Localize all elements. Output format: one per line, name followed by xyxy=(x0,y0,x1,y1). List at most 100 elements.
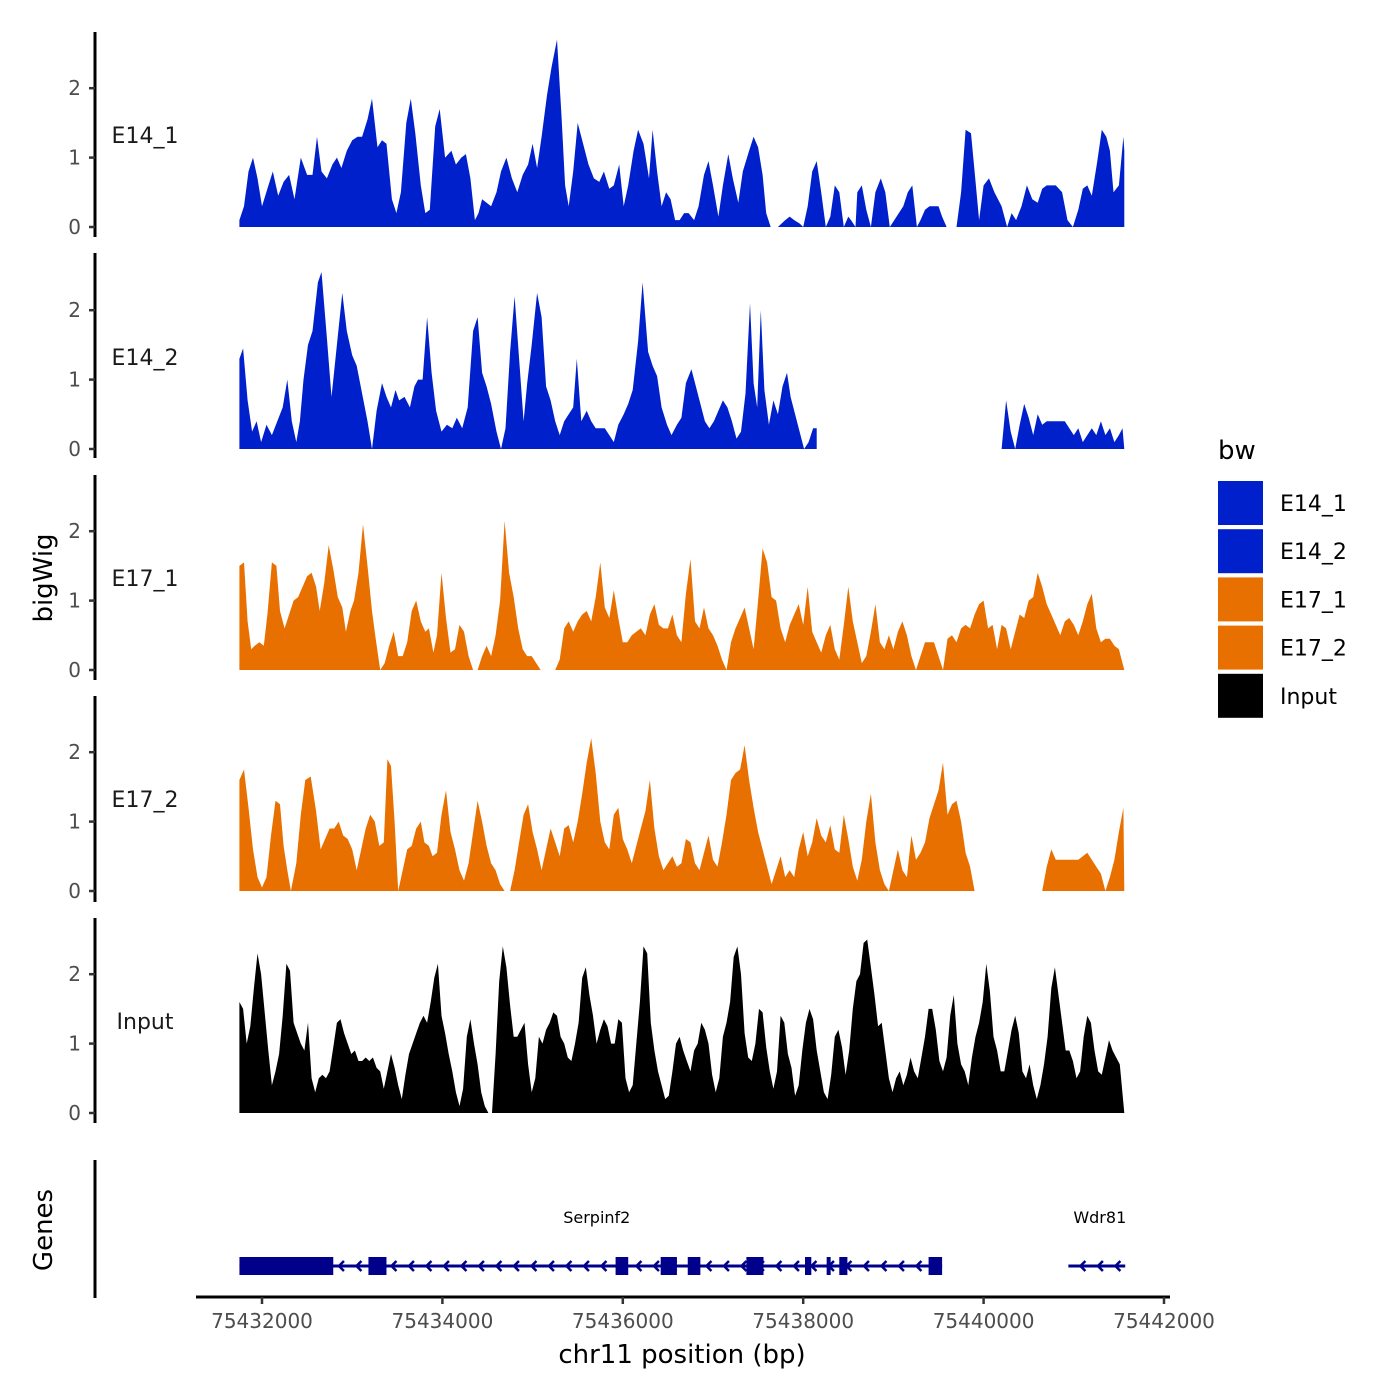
track-label: E17_2 xyxy=(112,788,179,813)
coverage-area-e14-2b xyxy=(1001,400,1125,449)
strand-arrow xyxy=(1078,1260,1087,1272)
strand-arrow xyxy=(879,1260,888,1272)
y-tick-label: 2 xyxy=(68,740,81,764)
coverage-area-e17-1b xyxy=(555,548,1125,670)
coverage-area-input xyxy=(239,953,489,1113)
y-tick-label: 0 xyxy=(68,658,81,682)
strand-arrow xyxy=(704,1260,713,1272)
legend-item-e17-2: E17_2 xyxy=(1218,625,1347,670)
legend: bw E14_1 E14_2 E17_1 E17_2 Input xyxy=(1218,436,1347,718)
track-label: E17_1 xyxy=(112,567,179,592)
y-tick-label: 0 xyxy=(68,215,81,239)
coverage-area-e17-2b xyxy=(510,738,975,891)
strand-arrow xyxy=(354,1260,363,1272)
legend-item-e14-2: E14_2 xyxy=(1218,529,1347,574)
coverage-area-inputb xyxy=(492,939,1125,1113)
track-label: Input xyxy=(117,1010,174,1035)
x-axis-title: chr11 position (bp) xyxy=(558,1340,805,1370)
strand-arrow xyxy=(722,1260,730,1272)
gene-serpinf2: Serpinf2 xyxy=(239,1208,943,1275)
y-axis-title: bigWig xyxy=(29,533,59,622)
x-tick-label: 75440000 xyxy=(933,1309,1035,1333)
legend-label: E17_2 xyxy=(1280,637,1347,662)
legend-label: E14_2 xyxy=(1280,540,1347,565)
track-label: E14_1 xyxy=(112,124,179,149)
track-label: E14_2 xyxy=(112,346,179,371)
gene-label: Serpinf2 xyxy=(563,1208,630,1227)
exon xyxy=(368,1257,387,1275)
y-tick-label: 2 xyxy=(68,298,81,322)
strand-arrow xyxy=(529,1260,538,1272)
strand-arrow xyxy=(774,1260,783,1272)
coverage-area-e14-1 xyxy=(239,39,1125,227)
strand-arrow xyxy=(337,1260,345,1272)
y-tick-label: 0 xyxy=(68,437,81,461)
strand-arrow xyxy=(634,1260,643,1272)
strand-arrow xyxy=(897,1260,905,1272)
track-panel-e14-1: 0 1 2 E14_1 xyxy=(68,32,1125,239)
legend-item-e14-1: E14_1 xyxy=(1218,481,1347,525)
legend-swatch xyxy=(1218,481,1263,525)
exon xyxy=(615,1257,629,1275)
strand-arrow xyxy=(389,1260,398,1272)
legend-title: bw xyxy=(1218,436,1256,466)
strand-arrow xyxy=(1096,1260,1104,1272)
x-tick-label: 75434000 xyxy=(392,1309,494,1333)
legend-item-input: Input xyxy=(1218,673,1337,718)
x-tick-label: 75432000 xyxy=(211,1309,313,1333)
genes-axis-title: Genes xyxy=(29,1189,59,1271)
strand-arrow xyxy=(599,1260,608,1272)
y-tick-label: 1 xyxy=(68,1032,81,1056)
track-panel-e14-2: 0 1 2 E14_2 xyxy=(68,253,1125,461)
strand-arrow xyxy=(652,1260,660,1272)
track-panel-e17-2: 0 1 2 E17_2 xyxy=(68,696,1125,903)
track-panel-input: 0 1 2 Input xyxy=(68,918,1125,1125)
y-tick-label: 1 xyxy=(68,146,81,170)
legend-label: E17_1 xyxy=(1280,588,1347,613)
strand-arrow xyxy=(739,1260,748,1272)
x-tick-label: 75436000 xyxy=(572,1309,674,1333)
legend-swatch xyxy=(1218,577,1263,622)
y-tick-label: 2 xyxy=(68,76,81,100)
strand-arrow xyxy=(792,1260,800,1272)
strand-arrow xyxy=(582,1260,590,1272)
strand-arrow xyxy=(442,1260,450,1272)
x-tick-label: 75438000 xyxy=(752,1309,854,1333)
legend-label: Input xyxy=(1280,685,1337,710)
strand-arrow xyxy=(809,1260,818,1272)
gene-track: Serpinf2 Wdr81 xyxy=(93,1160,1126,1298)
exon xyxy=(239,1257,334,1275)
legend-swatch xyxy=(1218,673,1263,718)
strand-arrow xyxy=(477,1260,485,1272)
exon xyxy=(687,1257,701,1275)
legend-swatch xyxy=(1218,625,1263,670)
y-tick-label: 2 xyxy=(68,519,81,543)
strand-arrow xyxy=(547,1260,555,1272)
strand-arrow xyxy=(564,1260,573,1272)
strand-arrow xyxy=(1113,1260,1122,1272)
legend-item-e17-1: E17_1 xyxy=(1218,577,1347,622)
y-tick-label: 1 xyxy=(68,368,81,392)
x-axis: 75432000 75434000 75436000 75438000 75440000… xyxy=(196,1295,1215,1333)
strand-arrow xyxy=(459,1260,468,1272)
coverage-area-e14-2 xyxy=(239,272,817,449)
gene-wdr81: Wdr81 xyxy=(1068,1208,1126,1272)
exon xyxy=(826,1257,831,1275)
exon xyxy=(839,1257,848,1275)
exon xyxy=(805,1257,812,1275)
x-tick-label: 75442000 xyxy=(1113,1309,1215,1333)
legend-label: E14_1 xyxy=(1280,492,1347,517)
y-tick-label: 1 xyxy=(68,589,81,613)
y-tick-label: 2 xyxy=(68,962,81,986)
strand-arrow xyxy=(914,1260,923,1272)
strand-arrow xyxy=(512,1260,520,1272)
y-tick-label: 1 xyxy=(68,810,81,834)
strand-arrow xyxy=(862,1260,870,1272)
legend-swatch xyxy=(1218,529,1263,574)
strand-arrow xyxy=(494,1260,503,1272)
coverage-tracks: 0 1 2 E14_1 0 1 2 E14_2 0 1 2 E17_1 0 1 2 E17_2 0 1 2 Input xyxy=(68,32,1125,1125)
coverage-area-e17-2c xyxy=(1042,807,1125,891)
gene-label: Wdr81 xyxy=(1073,1208,1126,1227)
coverage-area-e17-1 xyxy=(239,520,541,670)
